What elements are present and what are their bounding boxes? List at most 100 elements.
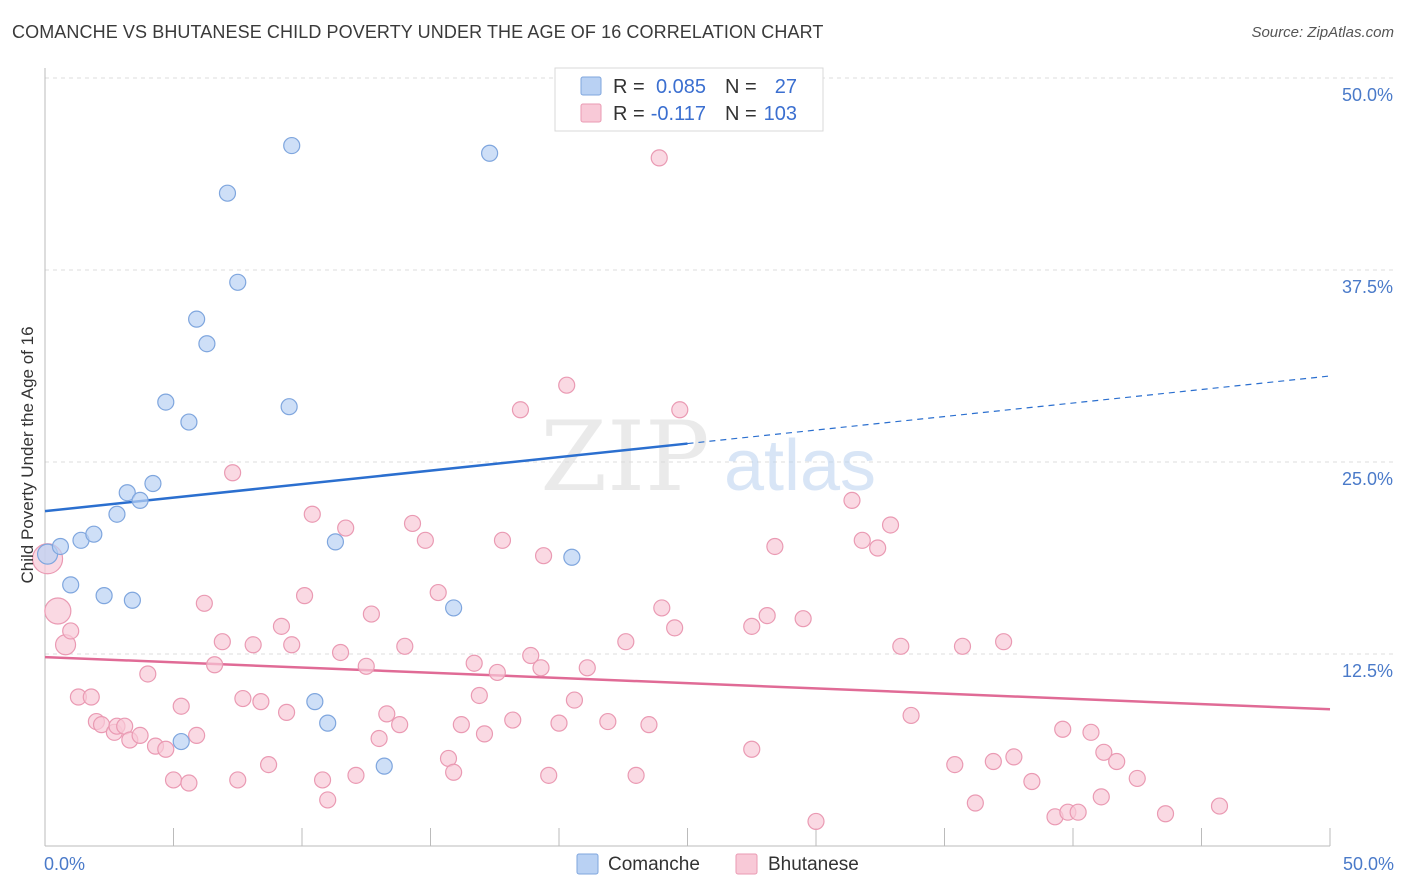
bhutanese-point	[627, 766, 645, 784]
bhutanese-point	[252, 693, 270, 711]
bhutanese-point	[164, 771, 183, 789]
bhutanese-point	[370, 729, 388, 748]
bhutanese-point	[493, 531, 512, 549]
comanche-trend-extension	[687, 375, 1331, 445]
bhutanese-point	[1210, 797, 1229, 815]
series-legend-label-bhutanese: Bhutanese	[768, 854, 859, 875]
bhutanese-point	[1005, 748, 1023, 766]
comanche-point	[188, 310, 206, 328]
bhutanese-point	[337, 519, 355, 537]
bhutanese-point	[224, 464, 242, 482]
bhutanese-point	[362, 605, 380, 623]
bhutanese-point	[743, 617, 761, 635]
comanche-point	[118, 484, 136, 502]
data-points	[31, 136, 1229, 831]
bhutanese-point	[1092, 788, 1110, 806]
comanche-point	[51, 537, 70, 556]
bhutanese-point	[234, 689, 252, 708]
bhutanese-point	[892, 637, 910, 655]
bhutanese-point	[1082, 723, 1100, 741]
source-note: Source: ZipAtlas.com	[1251, 24, 1394, 41]
comanche-point	[306, 693, 324, 711]
comanche-point	[95, 587, 113, 605]
bhutanese-point	[272, 617, 291, 635]
bhutanese-point	[766, 537, 784, 556]
series-legend-swatch-comanche	[576, 853, 599, 875]
bhutanese-point	[244, 636, 262, 654]
comanche-point	[481, 144, 499, 162]
comanche-point	[62, 576, 80, 594]
bhutanese-point	[653, 599, 671, 617]
y-tick-labels: 12.5% 25.0% 37.5% 50.0%	[1342, 85, 1393, 681]
legend-r-label-1: R =	[613, 76, 645, 98]
bhutanese-point	[445, 763, 463, 781]
bhutanese-point	[1128, 769, 1146, 788]
comanche-point	[172, 732, 190, 751]
legend-n-value-2: 103	[764, 103, 797, 125]
legend-n-label-1: N =	[725, 76, 757, 98]
axes	[44, 68, 1331, 847]
bhutanese-point	[966, 794, 984, 812]
bhutanese-point	[180, 774, 198, 792]
bhutanese-point	[331, 643, 350, 662]
bhutanese-point	[347, 766, 365, 784]
bhutanese-point	[1095, 743, 1113, 761]
comanche-point	[144, 474, 162, 493]
y-axis-label: Child Poverty Under the Age of 16	[18, 326, 37, 583]
legend-r-value-1: 0.085	[656, 76, 706, 98]
bhutanese-trend-line	[44, 655, 1331, 711]
bhutanese-point	[139, 665, 157, 683]
correlation-legend: R = 0.085 N = 27 R = -0.117 N = 103	[554, 67, 824, 132]
comanche-point	[108, 505, 126, 523]
bhutanese-point	[303, 505, 321, 523]
bhutanese-point	[902, 706, 920, 725]
grid	[45, 77, 1393, 655]
bhutanese-point	[277, 703, 296, 721]
bhutanese-point	[357, 657, 375, 675]
chart-title: COMANCHE VS BHUTANESE CHILD POVERTY UNDE…	[12, 22, 824, 42]
legend-n-label-2: N =	[725, 103, 757, 125]
legend-r-value-2: -0.117	[651, 103, 706, 125]
bhutanese-point	[853, 531, 871, 549]
comanche-point	[283, 136, 301, 155]
series-legend-swatch-bhutanese	[735, 853, 758, 875]
bhutanese-point	[671, 401, 689, 419]
bhutanese-point	[429, 583, 447, 602]
trend-lines	[44, 375, 1331, 711]
bhutanese-point	[565, 691, 584, 709]
comanche-point	[445, 599, 463, 617]
bhutanese-point	[283, 636, 301, 654]
bhutanese-point	[488, 663, 506, 682]
bhutanese-point	[475, 725, 494, 743]
x-tick-label-max: 50.0%	[1343, 854, 1394, 874]
bhutanese-point	[1069, 803, 1087, 821]
comanche-point	[157, 393, 175, 411]
y-tick-label: 25.0%	[1342, 469, 1393, 489]
legend-swatch-bhutanese	[580, 103, 602, 123]
legend-r-label-2: R =	[613, 103, 645, 125]
bhutanese-point	[984, 752, 1002, 771]
bhutanese-point	[131, 726, 149, 745]
bhutanese-point	[259, 755, 278, 774]
bhutanese-point	[213, 633, 231, 651]
bhutanese-point	[157, 740, 175, 758]
bhutanese-point	[843, 491, 861, 509]
bhutanese-point	[452, 716, 470, 734]
legend-swatch-comanche	[580, 76, 602, 96]
comanche-point	[123, 591, 141, 609]
bhutanese-point	[403, 514, 422, 533]
bhutanese-point	[206, 656, 224, 674]
bhutanese-point	[195, 594, 213, 612]
bhutanese-point	[534, 547, 553, 565]
comanche-point	[229, 273, 247, 291]
legend-n-value-1: 27	[775, 76, 797, 98]
comanche-point	[319, 714, 337, 732]
comanche-point	[280, 398, 298, 416]
bhutanese-point	[794, 610, 812, 628]
comanche-point	[131, 491, 149, 509]
bhutanese-point	[511, 401, 530, 419]
bhutanese-point	[470, 686, 488, 705]
y-tick-label: 37.5%	[1342, 277, 1393, 297]
bhutanese-point	[313, 771, 332, 789]
bhutanese-point	[1108, 752, 1126, 771]
